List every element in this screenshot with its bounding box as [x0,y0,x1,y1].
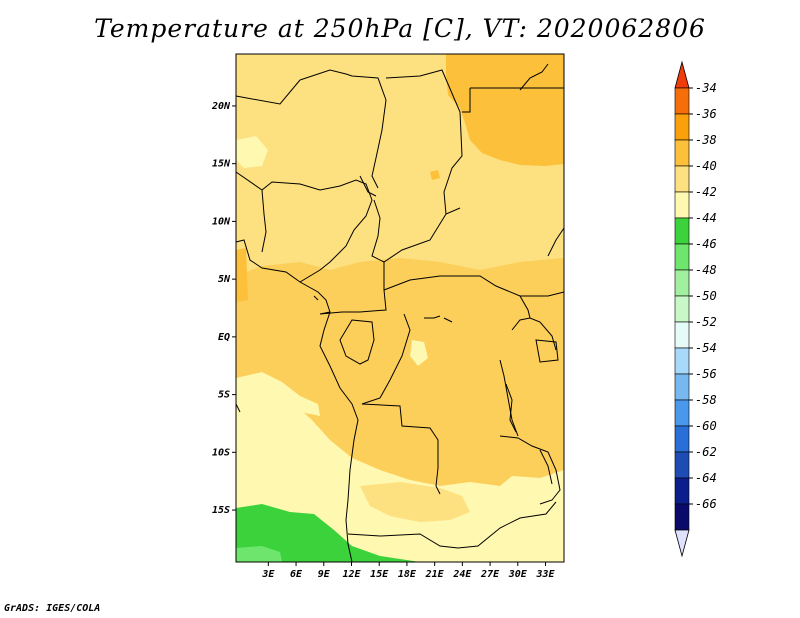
legend-swatch [674,321,690,349]
legend-swatch [674,373,690,401]
border-niger [299,69,387,189]
legend-label: -50 [695,289,717,303]
legend-bottom-triangle [674,529,690,558]
legend-swatch [674,347,690,375]
field-green-sw [236,504,420,562]
legend-label: -66 [695,497,717,511]
legend-top-triangle [674,60,690,89]
legend-swatch [674,87,690,115]
border-mali [235,79,301,105]
legend-label: -64 [695,471,717,485]
lake-chad [359,175,377,197]
legend-swatch [674,425,690,453]
border-gabon [339,319,375,365]
latitude-axis: 20N 15N 10N 5N EQ 5S 10S 15S [211,101,236,516]
island-bioko [313,295,319,301]
map-frame [235,53,565,563]
lon-tick-label: 12E [342,569,361,580]
lon-tick-label: 15E [370,569,389,580]
border-zambia [499,435,561,505]
border-drc-angola [361,313,441,495]
legend-label: -54 [695,341,717,355]
legend-swatch [674,243,690,271]
legend-label: -46 [695,237,717,251]
lake-tanganyika [505,383,517,433]
legend-label: -52 [695,315,717,329]
lon-tick-label: 21E [425,569,445,580]
field-lake-patch [410,340,428,366]
coastline-west [235,239,359,563]
legend-swatch [674,113,690,141]
legend-label: -60 [695,419,717,433]
legend-label: -36 [695,107,717,121]
lon-tick-label: 30E [508,569,528,580]
legend-swatch [674,191,690,219]
field-cool-tongue [236,372,320,416]
legend-label: -56 [695,367,717,381]
lat-tick-label: 15S [212,505,230,516]
border-drc-east [499,359,519,437]
legend-swatch [674,503,690,531]
border-uganda [511,317,557,351]
field-mid-band [236,258,564,486]
lon-tick-label: 24E [452,569,472,580]
legend-label: -38 [695,133,717,147]
border-coast-sw [235,403,241,413]
map-title: Temperature at 250hPa [C], VT: 202006280… [94,14,706,43]
legend-swatch [674,165,690,193]
lon-tick-label: 33E [535,569,555,580]
border-libya-sudan [462,88,471,113]
legend-swatch [674,217,690,245]
border-chad-sudan [385,69,463,215]
legend-swatch [674,399,690,427]
lon-tick-label: 18E [398,569,417,580]
border-car-drc [383,275,565,297]
field-south-patch [360,482,470,522]
border-ethiopia [547,227,565,257]
legend-swatch [674,451,690,479]
lon-tick-label: 6E [290,569,303,580]
river-congo [424,315,453,323]
border-south-sudan [519,295,531,319]
field-warm-ne [446,54,564,166]
legend-label: -44 [695,211,717,225]
lon-tick-label: 27E [480,569,500,580]
map-plot-area [235,53,565,563]
legend-label: -58 [695,393,717,407]
lat-tick-label: 5S [218,390,230,401]
lon-tick-label: 3E [261,569,275,580]
border-benin [235,171,267,253]
lat-tick-label: 5N [218,274,231,285]
lon-tick-label: 9E [318,569,331,580]
legend-label: -48 [695,263,717,277]
lat-tick-label: 10S [212,447,230,458]
legend-swatch [674,139,690,167]
legend-swatch [674,295,690,323]
nile-delta [519,63,549,91]
lake-malawi [539,449,553,485]
legend-label: -42 [695,185,717,199]
longitude-axis: 3E 6E 9E 12E 15E 18E 21E 24E 27E 30E 33E [261,562,556,580]
borders [235,63,565,563]
legend-label: -40 [695,159,717,173]
field-lightgreen-sw [236,546,282,562]
border-namibia [347,501,557,549]
legend-swatch [674,269,690,297]
lat-tick-label: 10N [212,216,231,227]
lake-victoria [535,339,559,363]
lat-tick-label: 15N [212,159,231,170]
field-cool-nw [236,136,268,168]
legend-swatch [674,477,690,505]
color-legend: -34 -36 -38 -40 -42 -44 -46 -48 -50 -52 -54 -56 -58 -… [674,60,717,558]
legend-label: -62 [695,445,717,459]
legend-label: -34 [695,81,717,95]
field-warm-patch [430,170,440,180]
lat-tick-label: 20N [211,101,231,112]
lat-tick-label: EQ [218,332,230,343]
grads-credit: GrADS: IGES/COLA [4,603,101,614]
